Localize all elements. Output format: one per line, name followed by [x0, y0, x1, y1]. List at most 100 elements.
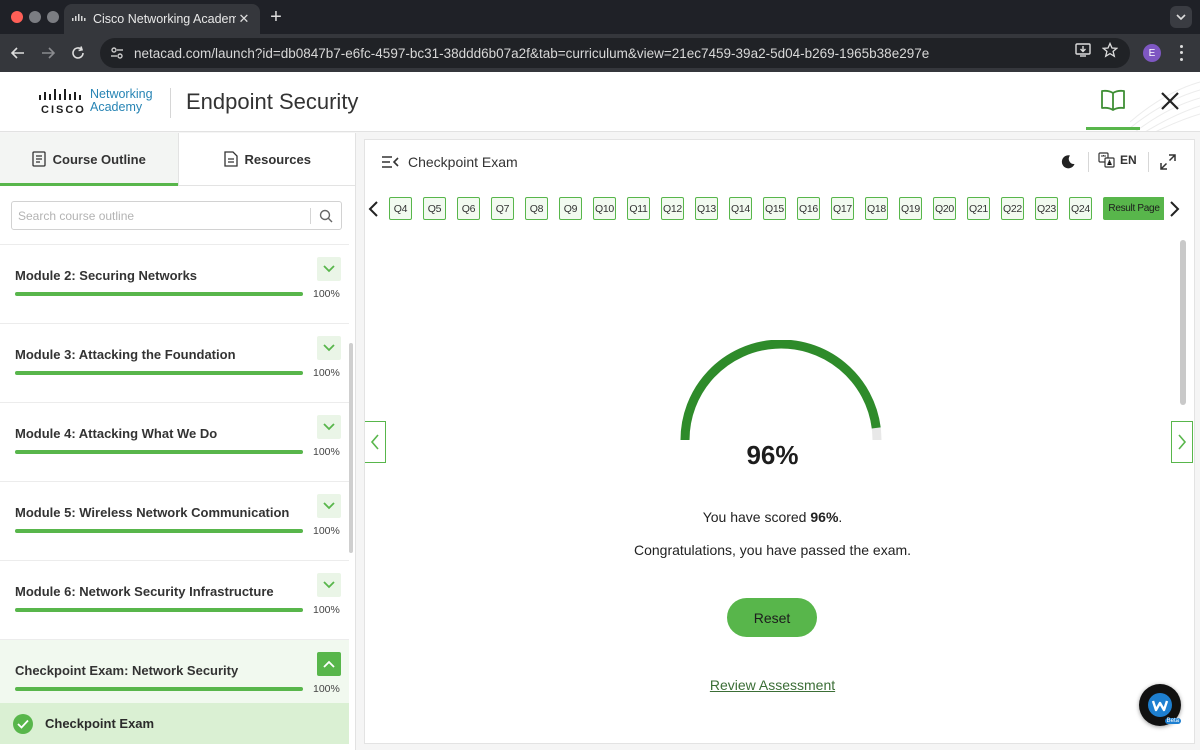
question-button[interactable]: Q4 [389, 197, 412, 220]
module-toggle-button[interactable] [317, 573, 341, 597]
module-progress-bar [15, 529, 303, 533]
tab-resources[interactable]: Resources [179, 133, 356, 185]
install-app-icon[interactable] [1075, 42, 1091, 63]
question-button[interactable]: Q8 [525, 197, 548, 220]
browser-toolbar: netacad.com/launch?id=db0847b7-e6fc-4597… [0, 34, 1200, 72]
collapse-menu-icon[interactable] [381, 154, 399, 170]
reset-button[interactable]: Reset [727, 598, 817, 637]
course-book-button[interactable] [1086, 72, 1140, 130]
question-button[interactable]: Q6 [457, 197, 480, 220]
tab-course-outline[interactable]: Course Outline [0, 133, 179, 186]
question-button[interactable]: Q21 [967, 197, 990, 220]
page-title: Checkpoint Exam [408, 154, 518, 170]
result-page-button[interactable]: Result Page [1103, 197, 1164, 220]
browser-titlebar: Cisco Networking Academy: E ✕ + [0, 0, 1200, 34]
question-button[interactable]: Q12 [661, 197, 684, 220]
address-bar[interactable]: netacad.com/launch?id=db0847b7-e6fc-4597… [100, 38, 1130, 68]
cisco-networking-academy-logo[interactable]: CISCO Networking Academy [38, 86, 168, 120]
score-bold: 96% [810, 509, 839, 525]
chevron-down-icon [1176, 14, 1186, 20]
maximize-window-button[interactable] [47, 11, 59, 23]
module-title: Module 2: Securing Networks [15, 268, 198, 283]
question-button[interactable]: Q5 [423, 197, 446, 220]
webex-assistant-button[interactable]: Beta [1139, 684, 1181, 726]
profile-avatar[interactable]: E [1143, 44, 1161, 62]
close-icon [1161, 92, 1179, 110]
module-progress-fill [15, 450, 303, 454]
question-button[interactable]: Q11 [627, 197, 650, 220]
outline-module[interactable]: Module 4: Attacking What We Do 100% [0, 402, 349, 481]
module-toggle-button[interactable] [317, 336, 341, 360]
question-button[interactable]: Q20 [933, 197, 956, 220]
language-selector[interactable]: EN [1098, 152, 1137, 168]
sidebar-tabs: Course Outline Resources [0, 133, 356, 186]
question-button[interactable]: Q18 [865, 197, 888, 220]
outline-module[interactable]: Module 3: Attacking the Foundation 100% [0, 323, 349, 402]
webex-beta-badge: Beta [1164, 718, 1181, 724]
module-toggle-button[interactable] [317, 652, 341, 676]
browser-tab[interactable]: Cisco Networking Academy: E ✕ [64, 4, 260, 34]
url-text: netacad.com/launch?id=db0847b7-e6fc-4597… [134, 45, 930, 61]
bookmark-star-icon[interactable] [1101, 41, 1119, 63]
question-button[interactable]: Q19 [899, 197, 922, 220]
tab-course-outline-label: Course Outline [52, 151, 146, 167]
app-header: CISCO Networking Academy Endpoint Securit… [0, 72, 1200, 132]
module-toggle-button[interactable] [317, 257, 341, 281]
question-button[interactable]: Q22 [1001, 197, 1024, 220]
outline-subitem-checkpoint-exam[interactable]: Checkpoint Exam [0, 703, 349, 744]
content-scrollbar[interactable] [1180, 240, 1186, 730]
module-progress-bar [15, 371, 303, 375]
question-button[interactable]: Q15 [763, 197, 786, 220]
search-input[interactable] [12, 202, 308, 229]
search-icon[interactable] [318, 208, 334, 224]
logo-line1: Networking [90, 87, 153, 101]
reload-button[interactable] [68, 43, 88, 63]
tab-close-icon[interactable]: ✕ [238, 11, 250, 26]
question-button[interactable]: Q7 [491, 197, 514, 220]
chevron-down-icon [323, 344, 335, 352]
score-gauge [680, 340, 882, 441]
question-buttons: Q4 Q5 Q6 Q7 Q8 Q9 Q10 Q11 Q12 Q13 Q14 Q15 Q16 Q17 Q18 Q… [389, 197, 1164, 221]
module-percent: 100% [313, 367, 340, 379]
module-progress-fill [15, 371, 303, 375]
header-separator [1148, 152, 1149, 172]
cisco-favicon-icon [72, 12, 86, 26]
tab-search-button[interactable] [1170, 6, 1192, 28]
scrollbar-thumb[interactable] [1180, 240, 1186, 405]
close-course-button[interactable] [1158, 89, 1182, 113]
site-settings-icon[interactable] [110, 46, 124, 60]
module-toggle-button[interactable] [317, 415, 341, 439]
question-button[interactable]: Q10 [593, 197, 616, 220]
back-button[interactable] [8, 43, 28, 63]
chevron-right-icon[interactable] [1167, 200, 1181, 218]
question-button[interactable]: Q17 [831, 197, 854, 220]
close-window-button[interactable] [11, 11, 23, 23]
webex-logo-icon [1148, 693, 1172, 717]
minimize-window-button[interactable] [29, 11, 41, 23]
sidebar-scrollbar[interactable] [349, 343, 353, 553]
outline-module[interactable]: Module 5: Wireless Network Communication… [0, 481, 349, 560]
question-button[interactable]: Q16 [797, 197, 820, 220]
previous-page-button[interactable] [365, 421, 386, 463]
fullscreen-icon[interactable] [1160, 154, 1176, 170]
dark-mode-icon[interactable] [1060, 154, 1076, 170]
browser-menu-icon[interactable] [1176, 43, 1186, 63]
question-button[interactable]: Q9 [559, 197, 582, 220]
chevron-down-icon [323, 265, 335, 273]
module-progress-fill [15, 687, 303, 691]
new-tab-button[interactable]: + [270, 6, 282, 28]
next-page-button[interactable] [1171, 421, 1193, 463]
chevron-left-icon[interactable] [367, 200, 381, 218]
module-percent: 100% [313, 446, 340, 458]
question-button[interactable]: Q24 [1069, 197, 1092, 220]
module-toggle-button[interactable] [317, 494, 341, 518]
review-assessment-label[interactable]: Review Assessment [709, 677, 836, 693]
outline-module[interactable]: Module 6: Network Security Infrastructur… [0, 560, 349, 639]
arrow-left-icon [11, 47, 24, 59]
outline-module[interactable]: Module 2: Securing Networks 100% [0, 244, 349, 323]
forward-button[interactable] [38, 43, 58, 63]
question-button[interactable]: Q13 [695, 197, 718, 220]
question-button[interactable]: Q14 [729, 197, 752, 220]
score-suffix: . [838, 509, 843, 525]
question-button[interactable]: Q23 [1035, 197, 1058, 220]
